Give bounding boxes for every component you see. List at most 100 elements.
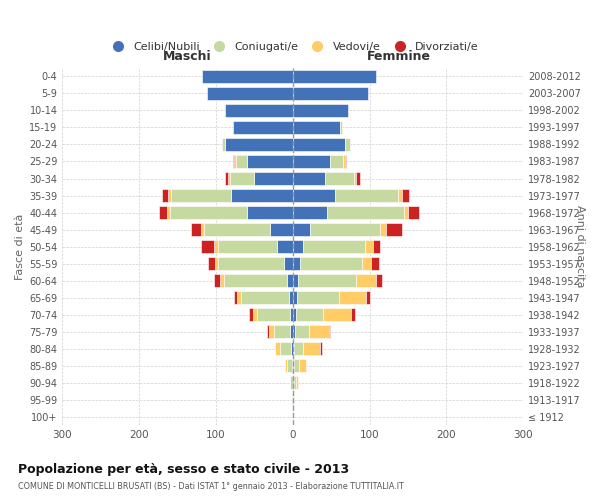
Text: COMUNE DI MONTICELLI BRUSATI (BS) - Dati ISTAT 1° gennaio 2013 - Elaborazione TU: COMUNE DI MONTICELLI BRUSATI (BS) - Dati…	[18, 482, 404, 491]
Bar	[274, 325, 290, 338]
Bar	[296, 376, 298, 389]
Bar	[345, 155, 346, 168]
Bar	[200, 240, 214, 253]
Bar	[218, 257, 284, 270]
Bar	[233, 291, 238, 304]
Bar	[354, 172, 356, 185]
Bar	[162, 189, 169, 202]
Bar	[293, 291, 296, 304]
Bar	[228, 172, 230, 185]
Bar	[220, 274, 224, 287]
Bar	[329, 155, 343, 168]
Bar	[293, 172, 325, 185]
Bar	[294, 342, 304, 355]
Bar	[298, 274, 356, 287]
Bar	[404, 206, 408, 219]
Bar	[293, 308, 296, 321]
Bar	[284, 257, 293, 270]
Bar	[373, 240, 380, 253]
Bar	[235, 155, 236, 168]
Bar	[266, 325, 269, 338]
Bar	[275, 342, 280, 355]
Bar	[290, 325, 293, 338]
Bar	[398, 189, 402, 202]
Bar	[253, 308, 257, 321]
Bar	[386, 223, 402, 236]
Bar	[365, 291, 370, 304]
Bar	[257, 308, 290, 321]
Bar	[205, 223, 270, 236]
Legend: Celibi/Nubili, Coniugati/e, Vedovi/e, Divorziati/e: Celibi/Nubili, Coniugati/e, Vedovi/e, Di…	[102, 38, 483, 56]
Bar	[351, 308, 355, 321]
Bar	[408, 206, 419, 219]
Bar	[169, 189, 172, 202]
Bar	[339, 291, 365, 304]
Bar	[328, 206, 404, 219]
Bar	[232, 189, 293, 202]
Bar	[293, 189, 335, 202]
Bar	[293, 223, 310, 236]
Bar	[296, 308, 323, 321]
Bar	[222, 138, 225, 151]
Bar	[247, 155, 293, 168]
Bar	[356, 172, 359, 185]
Bar	[362, 257, 371, 270]
Bar	[269, 325, 274, 338]
Bar	[402, 189, 409, 202]
Bar	[225, 104, 293, 117]
Bar	[249, 308, 253, 321]
Bar	[304, 342, 320, 355]
Y-axis label: Anni di nascita: Anni di nascita	[575, 206, 585, 288]
Bar	[215, 257, 218, 270]
Bar	[340, 121, 342, 134]
Bar	[293, 155, 329, 168]
Text: Femmine: Femmine	[367, 50, 431, 62]
Bar	[159, 206, 167, 219]
Bar	[343, 155, 345, 168]
Bar	[236, 155, 247, 168]
Bar	[214, 274, 220, 287]
Bar	[329, 325, 331, 338]
Bar	[218, 240, 277, 253]
Bar	[291, 342, 293, 355]
Bar	[293, 87, 368, 100]
Bar	[335, 189, 398, 202]
Bar	[310, 223, 380, 236]
Bar	[293, 257, 301, 270]
Bar	[290, 308, 293, 321]
Bar	[293, 121, 340, 134]
Bar	[292, 393, 293, 406]
Bar	[304, 240, 365, 253]
Bar	[293, 359, 294, 372]
Bar	[230, 172, 254, 185]
Text: Popolazione per età, sesso e stato civile - 2013: Popolazione per età, sesso e stato civil…	[18, 462, 349, 475]
Bar	[292, 359, 293, 372]
Bar	[293, 138, 345, 151]
Bar	[202, 223, 205, 236]
Bar	[290, 376, 293, 389]
Bar	[309, 325, 329, 338]
Bar	[233, 121, 293, 134]
Bar	[207, 87, 293, 100]
Bar	[293, 70, 376, 83]
Text: Maschi: Maschi	[163, 50, 211, 62]
Bar	[380, 223, 386, 236]
Bar	[293, 342, 294, 355]
Bar	[280, 342, 291, 355]
Bar	[224, 274, 287, 287]
Bar	[208, 257, 215, 270]
Bar	[270, 223, 293, 236]
Bar	[214, 240, 218, 253]
Bar	[191, 223, 202, 236]
Bar	[287, 274, 293, 287]
Bar	[295, 325, 309, 338]
Bar	[371, 257, 379, 270]
Bar	[167, 206, 170, 219]
Bar	[287, 359, 292, 372]
Bar	[225, 138, 293, 151]
Bar	[345, 138, 350, 151]
Bar	[277, 240, 293, 253]
Bar	[202, 70, 293, 83]
Bar	[241, 291, 289, 304]
Bar	[323, 308, 351, 321]
